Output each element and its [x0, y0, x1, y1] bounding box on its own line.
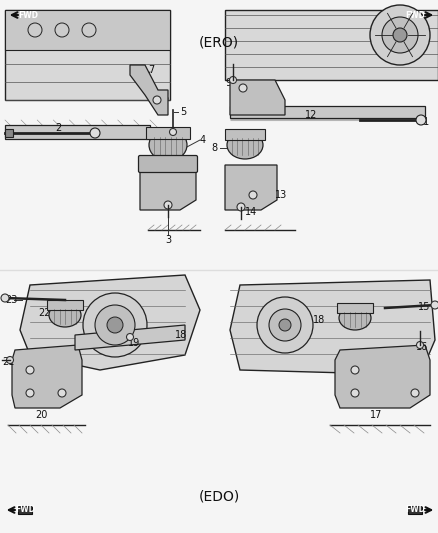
Circle shape [82, 23, 96, 37]
FancyBboxPatch shape [18, 506, 32, 514]
Circle shape [83, 293, 147, 357]
FancyBboxPatch shape [21, 11, 35, 19]
Bar [230, 106, 425, 118]
Circle shape [127, 334, 134, 341]
FancyBboxPatch shape [138, 156, 198, 173]
Circle shape [393, 28, 407, 42]
Circle shape [22, 17, 48, 43]
Circle shape [351, 389, 359, 397]
Text: 18: 18 [175, 330, 187, 340]
Bar [225, 129, 265, 140]
Circle shape [153, 96, 161, 104]
Circle shape [26, 389, 34, 397]
Text: 9: 9 [225, 78, 231, 88]
Text: FWD: FWD [15, 505, 35, 514]
Circle shape [249, 191, 257, 199]
Circle shape [55, 23, 69, 37]
Circle shape [49, 17, 75, 43]
Circle shape [257, 297, 313, 353]
Text: 7: 7 [148, 65, 154, 75]
Polygon shape [335, 345, 430, 408]
Circle shape [58, 389, 66, 397]
Bar [337, 303, 373, 313]
Circle shape [431, 301, 438, 309]
Text: 15: 15 [417, 302, 430, 312]
Circle shape [411, 389, 419, 397]
Circle shape [1, 294, 9, 302]
Ellipse shape [339, 306, 371, 330]
Text: 11: 11 [418, 117, 430, 127]
Polygon shape [5, 10, 170, 50]
Bar [5, 125, 150, 139]
Polygon shape [12, 345, 82, 408]
Text: 10: 10 [243, 87, 255, 97]
Text: 1: 1 [5, 130, 11, 140]
Text: 6: 6 [162, 93, 168, 103]
Polygon shape [230, 280, 435, 375]
Circle shape [239, 84, 247, 92]
Circle shape [107, 317, 123, 333]
Circle shape [76, 17, 102, 43]
Circle shape [230, 77, 237, 84]
Text: 22: 22 [38, 308, 50, 318]
Bar [47, 300, 83, 310]
Circle shape [382, 17, 418, 53]
Polygon shape [130, 65, 168, 115]
Circle shape [95, 305, 135, 345]
Text: 12: 12 [305, 110, 318, 120]
Circle shape [416, 115, 426, 125]
Polygon shape [230, 80, 285, 115]
Text: 23: 23 [5, 295, 18, 305]
Circle shape [28, 23, 42, 37]
Circle shape [7, 357, 14, 364]
Text: 8: 8 [211, 143, 217, 153]
Ellipse shape [227, 131, 263, 159]
Text: 14: 14 [245, 207, 257, 217]
Ellipse shape [149, 129, 187, 161]
Circle shape [26, 366, 34, 374]
Circle shape [170, 128, 177, 135]
Text: FWD: FWD [405, 11, 425, 20]
Polygon shape [75, 325, 185, 350]
FancyBboxPatch shape [408, 11, 422, 19]
Bar [5, 10, 170, 100]
Text: 5: 5 [180, 107, 186, 117]
Ellipse shape [49, 303, 81, 327]
Text: 18: 18 [313, 315, 325, 325]
Polygon shape [225, 10, 438, 80]
FancyBboxPatch shape [408, 506, 422, 514]
Circle shape [279, 319, 291, 331]
Text: 4: 4 [200, 135, 206, 145]
Text: FWD: FWD [18, 11, 38, 20]
Polygon shape [140, 165, 196, 210]
Polygon shape [20, 275, 200, 370]
Text: (ERO): (ERO) [199, 35, 239, 49]
Text: 19: 19 [128, 338, 140, 348]
Text: (EDO): (EDO) [198, 490, 240, 504]
Circle shape [237, 203, 245, 211]
Text: 17: 17 [370, 410, 382, 420]
Text: 20: 20 [35, 410, 47, 420]
Circle shape [90, 128, 100, 138]
Circle shape [164, 201, 172, 209]
Circle shape [351, 366, 359, 374]
Polygon shape [225, 165, 277, 210]
Text: 16: 16 [416, 342, 428, 352]
Text: 21: 21 [2, 357, 14, 367]
Circle shape [370, 5, 430, 65]
Circle shape [417, 342, 424, 349]
Bar [146, 127, 190, 139]
Text: 13: 13 [275, 190, 287, 200]
Bar [5, 129, 13, 137]
Text: 3: 3 [165, 235, 171, 245]
Text: FWD: FWD [405, 505, 425, 514]
Circle shape [269, 309, 301, 341]
Text: 2: 2 [55, 123, 61, 133]
